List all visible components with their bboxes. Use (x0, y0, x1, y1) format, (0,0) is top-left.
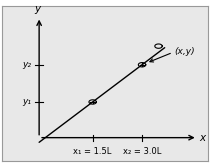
Text: y₁: y₁ (22, 97, 31, 106)
Text: x: x (200, 133, 206, 143)
Text: y: y (34, 4, 40, 14)
Text: y₂: y₂ (22, 60, 31, 69)
Text: (x,y): (x,y) (174, 47, 195, 56)
Text: x₁ = 1.5L: x₁ = 1.5L (74, 147, 112, 156)
Text: x₂ = 3.0L: x₂ = 3.0L (123, 147, 161, 156)
